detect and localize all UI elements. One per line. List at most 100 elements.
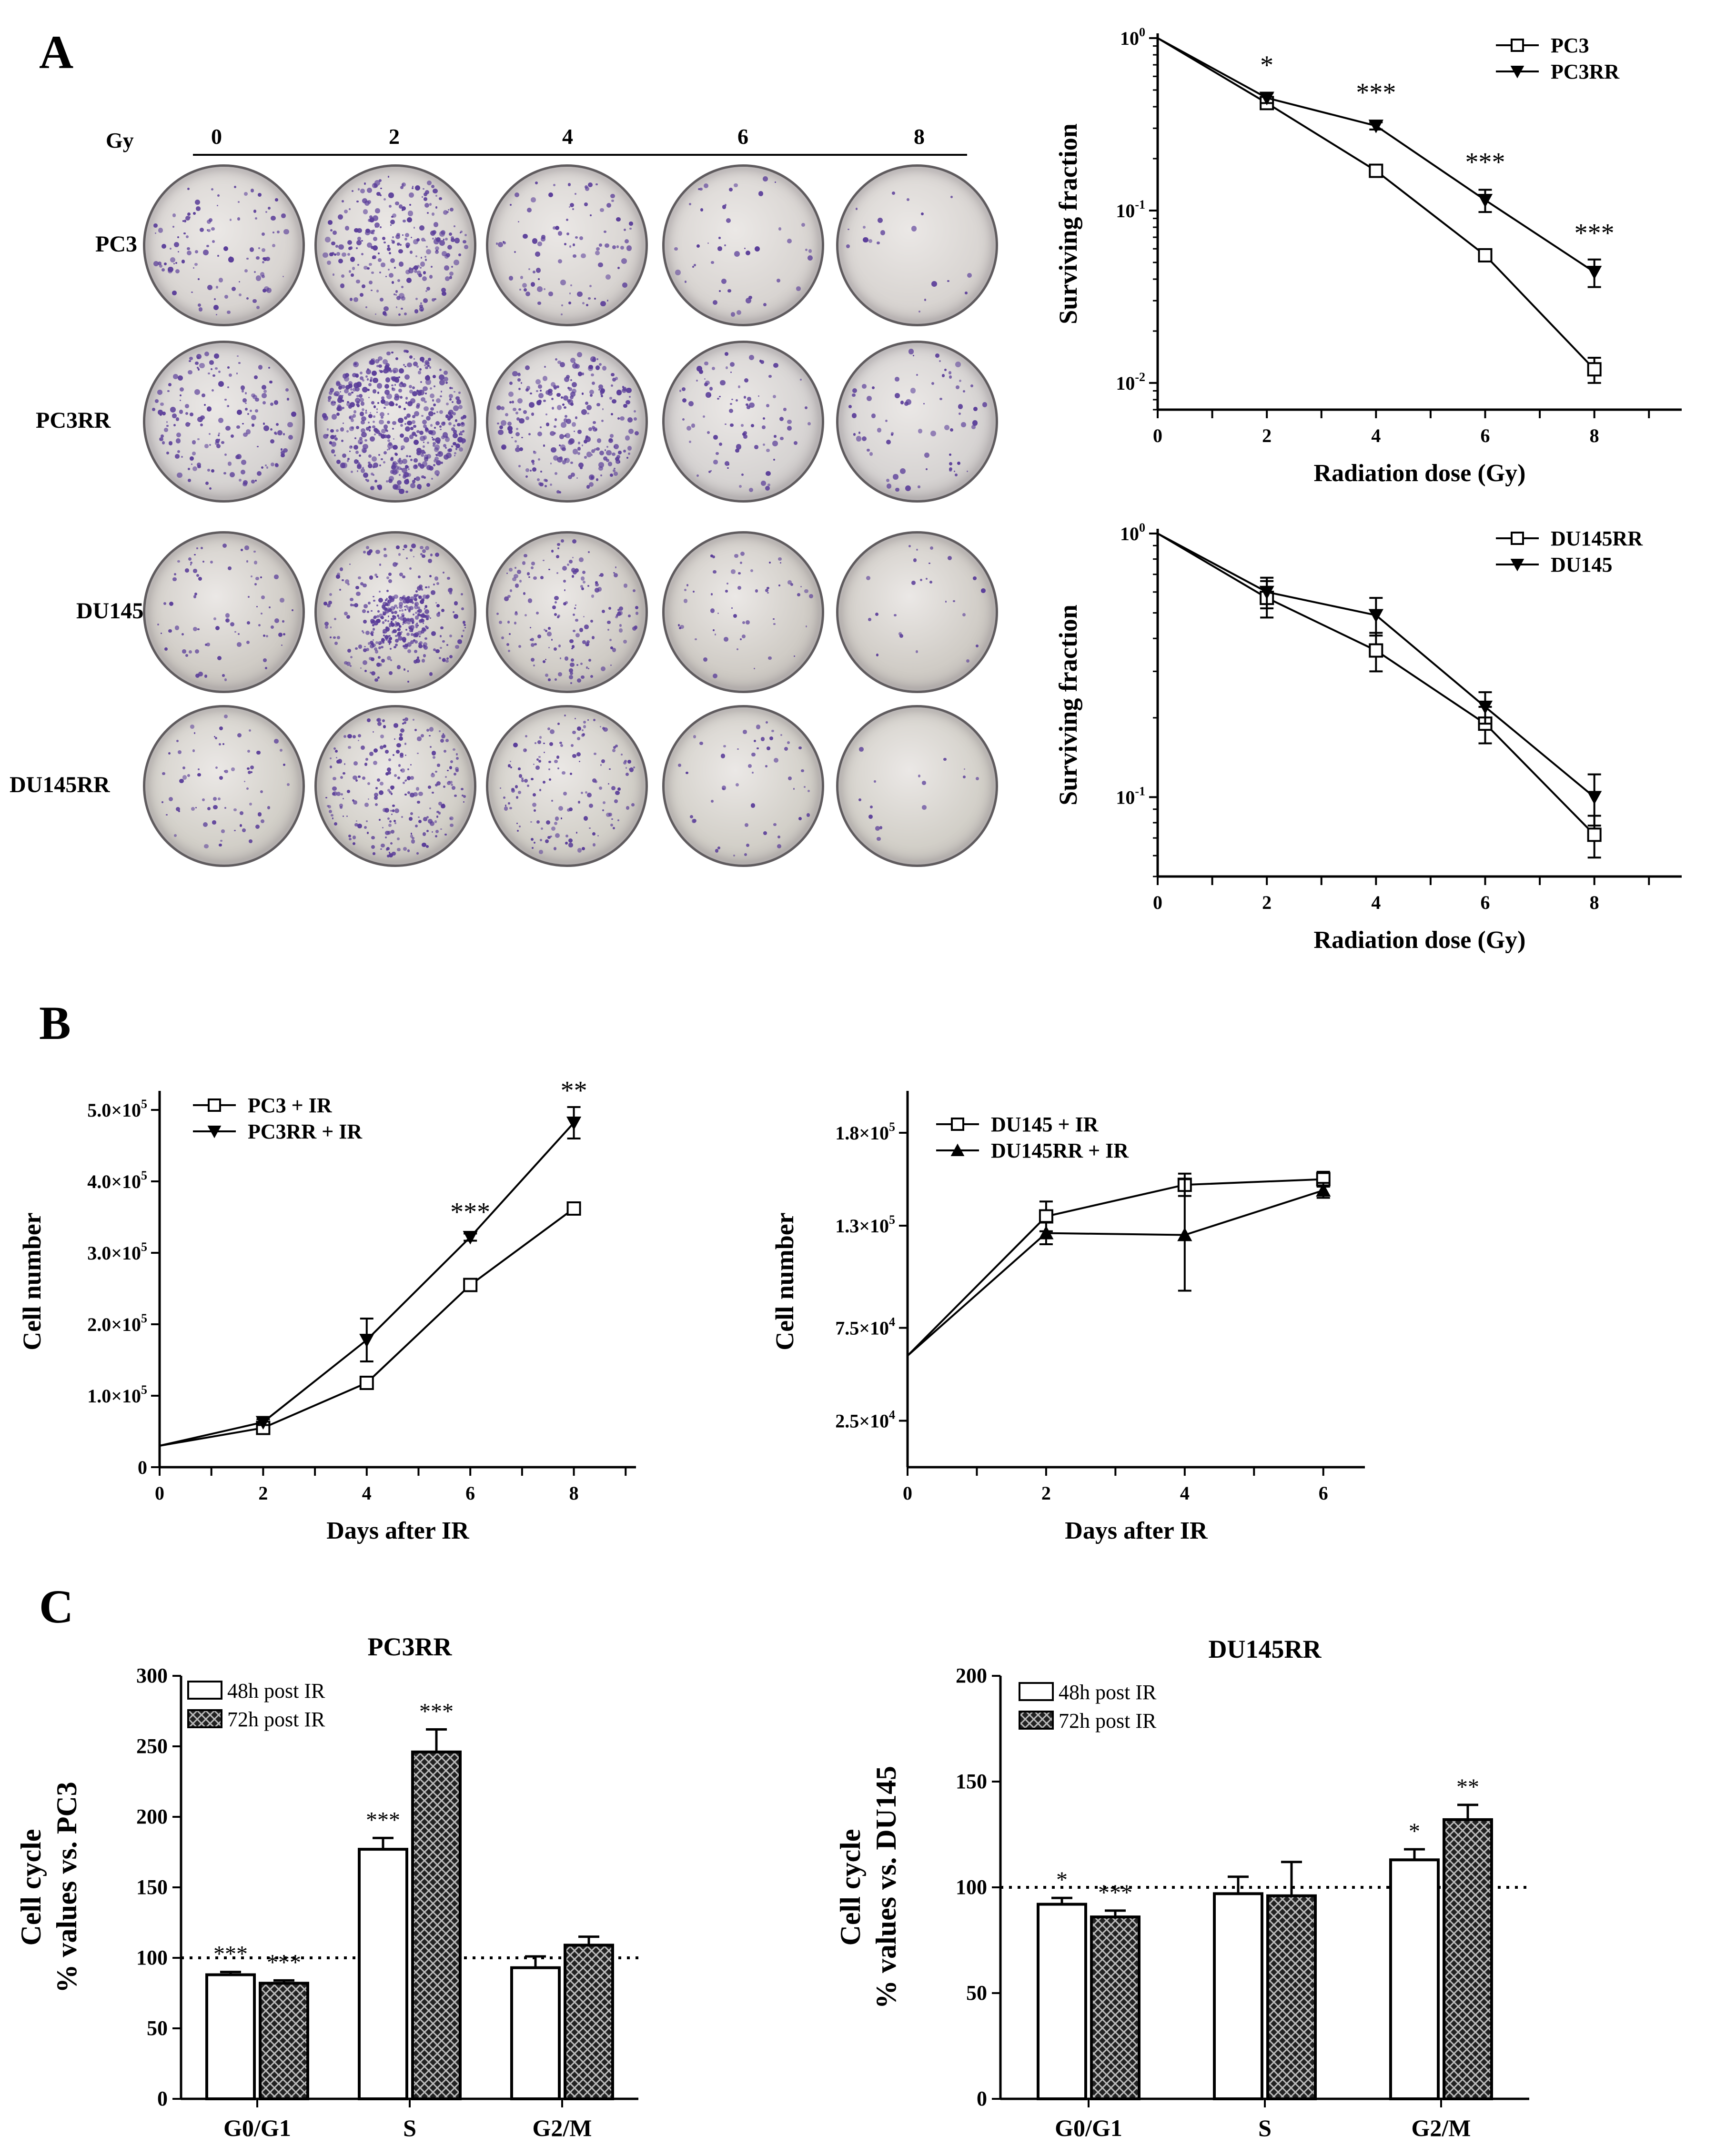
colony	[369, 656, 373, 660]
colony	[545, 658, 547, 661]
colony	[358, 775, 361, 778]
colony	[504, 806, 508, 811]
colony	[539, 390, 542, 392]
colony	[192, 466, 197, 472]
colony	[197, 438, 200, 441]
colony	[256, 306, 260, 310]
colony	[684, 588, 687, 591]
colony	[262, 275, 265, 279]
colony	[386, 576, 390, 579]
colony	[922, 805, 927, 810]
colony	[420, 381, 423, 383]
colony	[188, 650, 192, 654]
significance-label: **	[1456, 1774, 1479, 1800]
colony	[509, 806, 512, 810]
colony	[413, 361, 418, 366]
colony	[262, 257, 266, 261]
colony	[419, 266, 422, 269]
colony	[610, 413, 613, 415]
colony	[674, 247, 678, 251]
colony	[592, 778, 596, 783]
colony	[404, 416, 408, 420]
colony	[576, 678, 581, 683]
colony	[416, 656, 420, 659]
colony	[632, 589, 636, 593]
colony	[405, 233, 410, 238]
colony	[218, 434, 220, 436]
colony	[390, 618, 393, 620]
colony	[807, 422, 811, 426]
colony	[335, 429, 339, 432]
colony	[711, 799, 714, 803]
colony	[168, 629, 172, 633]
colony	[399, 625, 402, 628]
colony	[256, 256, 260, 260]
colony	[185, 235, 189, 238]
colony	[194, 250, 198, 254]
colony	[588, 182, 593, 187]
colony	[283, 229, 289, 235]
colony	[564, 458, 567, 461]
colony	[371, 836, 375, 840]
colony	[572, 539, 576, 544]
colony	[399, 243, 402, 246]
colony	[219, 743, 222, 746]
colony	[787, 580, 792, 584]
colony	[564, 589, 566, 591]
colony	[582, 570, 585, 574]
colony	[384, 808, 387, 812]
colony	[349, 246, 353, 250]
colony	[328, 810, 332, 814]
colony	[396, 837, 400, 840]
colony	[415, 787, 420, 791]
colony	[338, 258, 343, 263]
colony	[396, 606, 399, 609]
colony	[615, 745, 618, 748]
colony	[423, 654, 426, 657]
colony	[537, 431, 543, 437]
colony	[610, 646, 613, 649]
colony	[372, 456, 377, 462]
colony	[599, 243, 602, 247]
colony	[777, 836, 781, 839]
colony	[617, 787, 621, 791]
colony	[348, 405, 353, 409]
colony	[434, 784, 438, 786]
legend-swatch	[1019, 1711, 1054, 1730]
colony	[586, 405, 592, 411]
colony	[384, 836, 387, 839]
colony	[464, 245, 468, 249]
y-tick-label: 4.0×105	[87, 1169, 147, 1192]
y-tick-label: 10-1	[1116, 784, 1145, 808]
colony	[396, 633, 401, 637]
colony	[164, 647, 168, 651]
legend-label: DU145RR + IR	[991, 1139, 1129, 1162]
y-tick-label: 1.3×105	[835, 1213, 895, 1237]
colony	[176, 432, 182, 437]
colony	[387, 817, 390, 820]
colony	[430, 387, 432, 390]
colony	[402, 383, 407, 388]
colony	[381, 399, 386, 404]
x-axis-title: Days after IR	[326, 1517, 470, 1544]
colony	[207, 468, 210, 472]
colony	[401, 596, 405, 600]
colony	[265, 635, 268, 637]
colony	[587, 551, 590, 554]
colony	[572, 449, 578, 455]
colony	[402, 623, 404, 625]
colony	[254, 271, 256, 273]
colony	[406, 278, 412, 283]
colony	[384, 364, 389, 370]
colony	[197, 773, 201, 777]
colony	[530, 282, 535, 287]
colony	[741, 635, 746, 639]
colony	[760, 737, 765, 741]
bar	[1037, 1903, 1087, 2101]
colony	[577, 726, 581, 731]
colony	[374, 678, 378, 682]
colony	[712, 629, 715, 632]
colony	[369, 262, 372, 266]
colony	[401, 816, 403, 818]
